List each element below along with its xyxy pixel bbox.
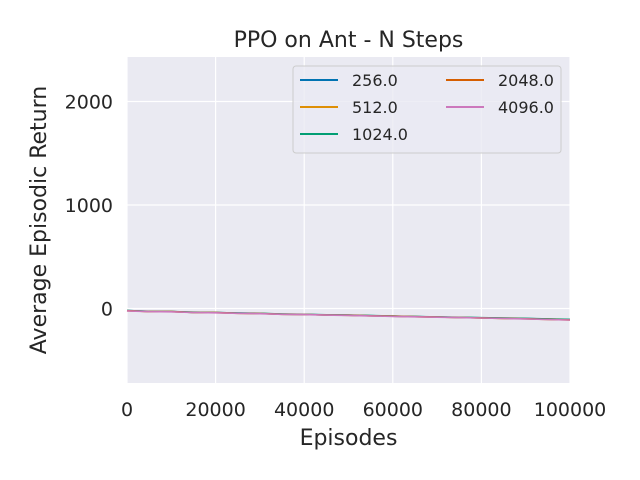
x-tick-label: 80000 <box>451 399 511 421</box>
x-tick-label: 100000 <box>534 399 607 421</box>
legend-label: 1024.0 <box>352 125 408 144</box>
y-tick-label: 0 <box>101 298 113 320</box>
series-line-4096-0 <box>126 310 571 321</box>
chart-title: PPO on Ant - N Steps <box>234 28 464 53</box>
x-tick-label: 60000 <box>363 399 423 421</box>
x-tick-label: 40000 <box>274 399 334 421</box>
x-tick-label: 0 <box>121 399 133 421</box>
y-tick-label: 1000 <box>65 195 113 217</box>
x-axis: 0 20000 40000 60000 80000 100000 <box>121 399 606 421</box>
legend: 256.0 512.0 1024.0 2048.0 4096.0 <box>292 65 562 154</box>
legend-label: 512.0 <box>352 98 398 117</box>
x-tick-label: 20000 <box>185 399 245 421</box>
legend-box <box>292 65 562 154</box>
y-axis: 0 1000 2000 <box>65 92 113 321</box>
x-axis-label: Episodes <box>300 426 398 451</box>
legend-label: 4096.0 <box>498 98 554 117</box>
y-axis-label: Average Episodic Return <box>27 86 52 354</box>
series-layer <box>126 309 571 321</box>
legend-label: 2048.0 <box>498 71 554 90</box>
legend-label: 256.0 <box>352 71 398 90</box>
y-tick-label: 2000 <box>65 92 113 114</box>
